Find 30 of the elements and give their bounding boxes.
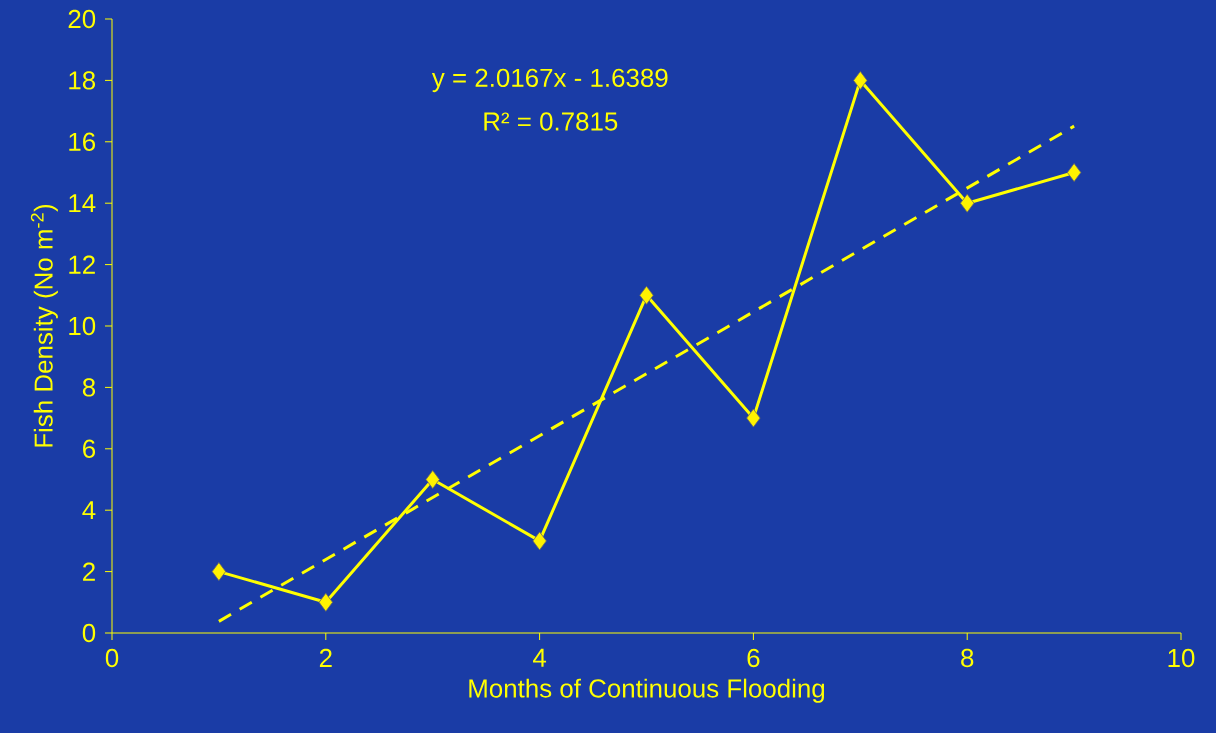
x-tick-label: 4 — [532, 648, 547, 667]
point — [1066, 163, 1082, 182]
x-tick-label: 0 — [105, 648, 119, 668]
x-axis-title: Months of Continuous Flooding — [469, 678, 825, 703]
point — [211, 562, 227, 581]
point — [746, 408, 761, 428]
y-tick-label: 12 — [69, 255, 95, 274]
point — [853, 70, 868, 90]
y-tick-label: 4 — [82, 501, 96, 520]
point — [425, 470, 440, 489]
annotation: R² = 0.7815 — [484, 112, 618, 131]
y-tick-label: 16 — [69, 132, 96, 151]
x-tick-label: 6 — [747, 648, 760, 668]
x-tick-label: 10 — [1168, 648, 1195, 668]
x-tick-label: 8 — [961, 648, 974, 668]
y-tick-label: 0 — [82, 623, 96, 643]
y-tick-label: 18 — [69, 71, 96, 90]
y-tick-label: 6 — [83, 439, 96, 458]
point — [639, 285, 654, 305]
y-tick-label: 14 — [69, 194, 96, 213]
y-tick-label: 10 — [69, 316, 96, 336]
point — [532, 531, 547, 551]
point — [318, 592, 333, 612]
y-axis-title: Fish Density (No m$^{-2}$) — [30, 204, 58, 447]
y-tick-label: 8 — [82, 378, 96, 397]
point — [960, 193, 975, 213]
y-tick-label: 2 — [83, 562, 95, 581]
annotation: y = 2.0167x - 1.6389 — [431, 68, 668, 93]
y-tick-label: 20 — [68, 9, 96, 29]
x-tick-label: 2 — [319, 648, 332, 667]
